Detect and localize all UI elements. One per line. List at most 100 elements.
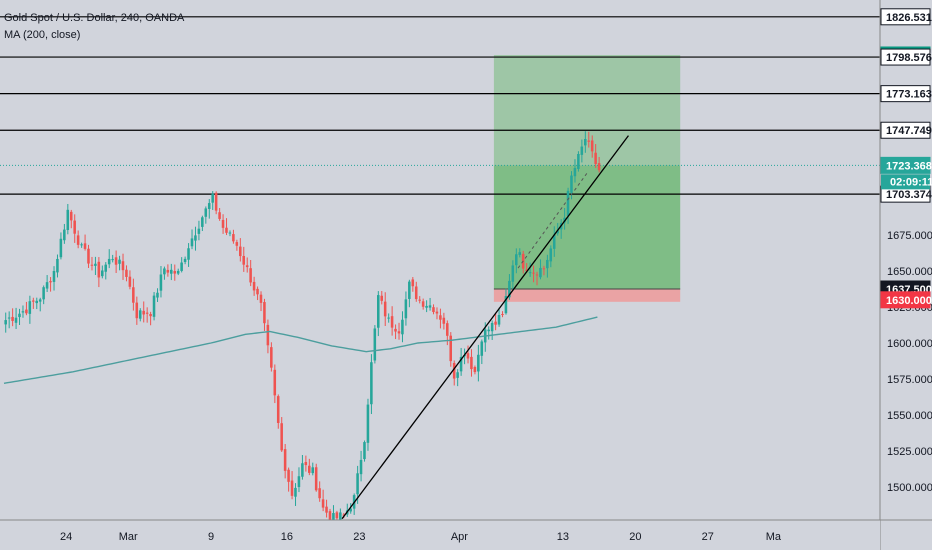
candle-body bbox=[228, 232, 232, 234]
candle-body bbox=[439, 315, 442, 320]
candle-body bbox=[63, 229, 66, 241]
candle-body bbox=[97, 261, 101, 278]
price-tag-line bbox=[880, 121, 931, 139]
candle-body bbox=[442, 317, 446, 324]
candle-body bbox=[242, 256, 245, 265]
candle-body bbox=[328, 511, 332, 521]
candle-body bbox=[166, 269, 170, 273]
candle-body bbox=[125, 269, 128, 277]
candle-body bbox=[121, 261, 125, 271]
candle-body bbox=[159, 274, 163, 291]
candle-body bbox=[149, 314, 152, 317]
candle-body bbox=[359, 459, 363, 475]
candle-body bbox=[501, 313, 504, 315]
candle-body bbox=[518, 252, 521, 255]
candle-body bbox=[387, 317, 390, 319]
candle-body bbox=[515, 254, 518, 266]
candle-body bbox=[490, 322, 494, 332]
price-tag-label: 1703.374 bbox=[886, 189, 932, 201]
y-tick-label: 1675.000 bbox=[887, 230, 932, 242]
candle-body bbox=[532, 272, 535, 274]
candle-body bbox=[114, 257, 118, 265]
candle-body bbox=[35, 300, 38, 304]
candle-body bbox=[49, 281, 52, 283]
candle-body bbox=[239, 246, 242, 257]
candle-body bbox=[594, 152, 597, 164]
candle-body bbox=[446, 323, 449, 336]
candle-body bbox=[187, 248, 190, 260]
candle-body bbox=[449, 335, 452, 362]
candle-body bbox=[163, 268, 166, 275]
candle-body bbox=[383, 301, 387, 317]
candle-body bbox=[101, 270, 104, 277]
x-tick-label: 27 bbox=[702, 531, 714, 543]
candle-body bbox=[80, 244, 83, 246]
y-tick-label: 1525.000 bbox=[887, 446, 932, 458]
candle-body bbox=[411, 279, 415, 287]
price-tag-current bbox=[880, 156, 931, 174]
loss-zone bbox=[493, 289, 681, 302]
candle-body bbox=[156, 292, 159, 298]
candle-body bbox=[435, 311, 439, 314]
candle-body bbox=[421, 301, 425, 307]
price-tag-label: 1630.000 bbox=[886, 295, 932, 307]
price-tag-label: 1798.576 bbox=[886, 52, 932, 64]
candle-body bbox=[414, 286, 418, 300]
price-tag-label: 1773.163 bbox=[886, 89, 932, 101]
x-tick-label: 23 bbox=[353, 531, 365, 543]
candle-body bbox=[225, 227, 228, 233]
time-axis bbox=[0, 520, 880, 550]
candle-body bbox=[170, 269, 173, 274]
price-tag-line bbox=[880, 8, 931, 26]
y-tick-label: 1550.000 bbox=[887, 410, 932, 422]
candle-body bbox=[183, 258, 187, 263]
candle-body bbox=[504, 296, 508, 314]
y-tick-label: 1575.000 bbox=[887, 374, 932, 386]
x-tick-label: 13 bbox=[557, 531, 569, 543]
candle-body bbox=[314, 467, 318, 491]
candle-body bbox=[232, 234, 235, 242]
price-tag-stop bbox=[880, 291, 931, 309]
candle-body bbox=[508, 280, 511, 298]
candle-body bbox=[204, 208, 208, 217]
x-tick-label: 20 bbox=[629, 531, 641, 543]
candle-body bbox=[42, 287, 45, 300]
indicator-title[interactable]: MA (200, close) bbox=[4, 29, 81, 41]
candle-body bbox=[118, 259, 121, 264]
candle-body bbox=[111, 259, 114, 261]
candle-body bbox=[480, 341, 484, 356]
candle-body bbox=[363, 442, 366, 460]
candle-body bbox=[452, 362, 456, 379]
candle-body bbox=[25, 309, 28, 314]
candle-body bbox=[370, 362, 373, 405]
candle-body bbox=[107, 258, 111, 265]
candle-body bbox=[138, 310, 142, 319]
candle-body bbox=[83, 243, 87, 249]
candle-body bbox=[528, 272, 532, 274]
candle-body bbox=[104, 264, 107, 272]
candle-body bbox=[142, 310, 145, 315]
candle-body bbox=[214, 192, 218, 211]
candle-body bbox=[401, 319, 404, 335]
candle-body bbox=[69, 211, 73, 221]
candle-body bbox=[318, 488, 321, 499]
candle-body bbox=[259, 294, 263, 303]
candle-body bbox=[539, 267, 542, 278]
y-tick-label: 1650.000 bbox=[887, 266, 932, 278]
candle-body bbox=[408, 281, 411, 299]
candle-body bbox=[266, 324, 270, 346]
candle-body bbox=[311, 467, 314, 474]
candle-body bbox=[304, 461, 308, 466]
candle-body bbox=[73, 220, 76, 234]
symbol-title[interactable]: Gold Spot / U.S. Dollar, 240, OANDA bbox=[4, 12, 185, 24]
candle-body bbox=[66, 209, 70, 231]
candle-body bbox=[332, 513, 335, 523]
candle-body bbox=[38, 299, 42, 302]
candle-body bbox=[152, 295, 156, 317]
candle-body bbox=[21, 311, 25, 313]
candle-body bbox=[525, 269, 528, 272]
plot-area bbox=[0, 0, 880, 520]
candle-body bbox=[573, 168, 577, 177]
